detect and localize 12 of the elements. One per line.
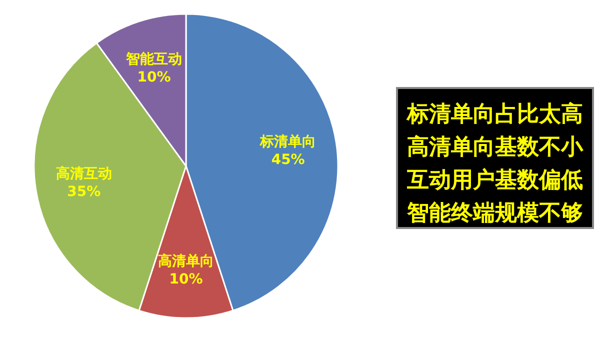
data-label: 45% xyxy=(271,152,305,168)
text: 高清单向基数不小 xyxy=(407,134,584,160)
slice-label: 智能互动 xyxy=(125,52,182,68)
slice-label: 高清单向 xyxy=(158,252,214,270)
text: 互动用户基数偏低 xyxy=(406,167,583,193)
text: 智能终端规模不够 xyxy=(406,201,583,226)
data-label: 10% xyxy=(137,70,171,86)
data-label: 35% xyxy=(67,184,101,200)
slice-label: 标清单向 xyxy=(259,134,316,150)
slice-label: 高清互动 xyxy=(56,165,112,182)
data-label: 10% xyxy=(169,271,203,288)
text: 标清单向占比太高 xyxy=(406,101,583,127)
